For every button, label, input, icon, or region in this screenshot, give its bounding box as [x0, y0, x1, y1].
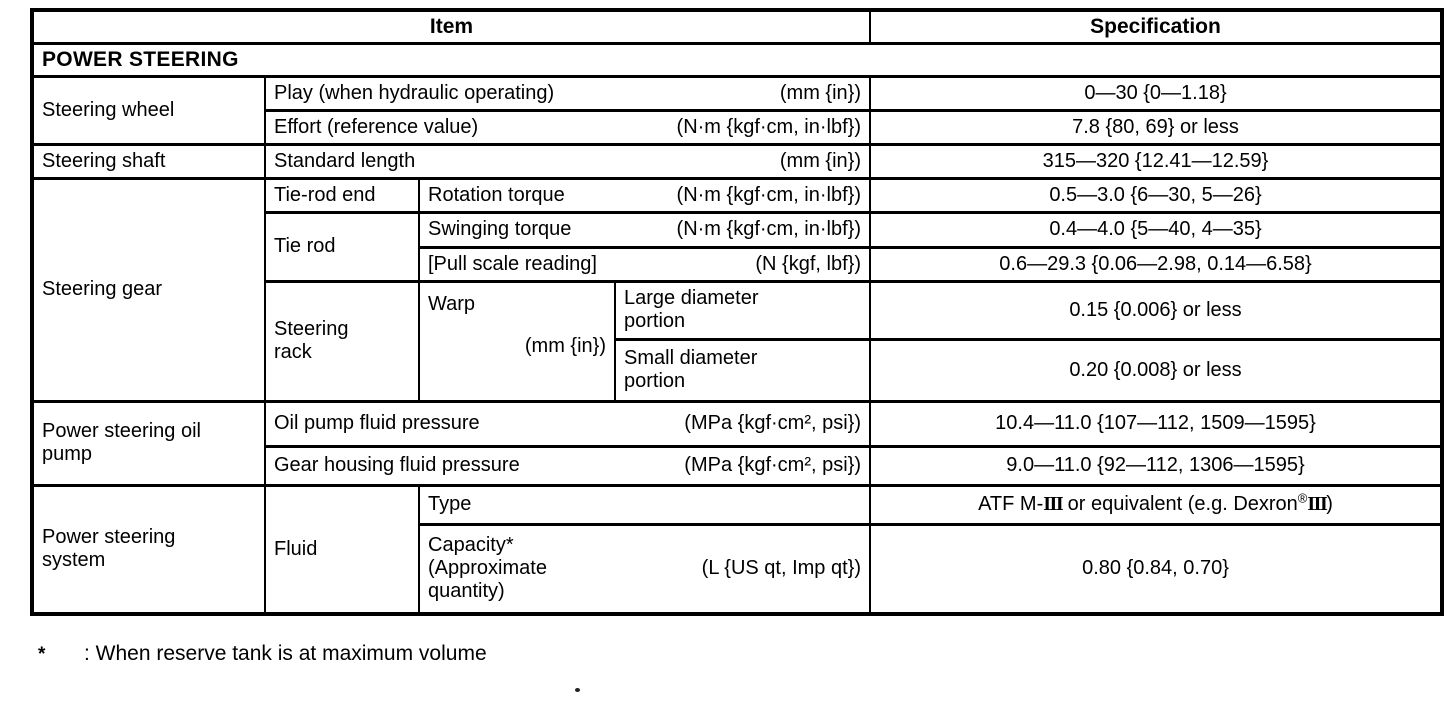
unit-pull-scale-reading: (N {kgf, lbf}) [755, 252, 861, 275]
item-cell-gear-housing-fluid-pressure: Gear housing fluid pressure (MPa {kgf·cm… [264, 444, 871, 487]
unit-standard-length: (mm {in}) [779, 149, 861, 172]
spec-value-standard-length: 315—320 {12.41—12.59} [869, 142, 1443, 180]
item-cell-fluid-capacity: Capacity* (Approximate quantity) (L {US … [418, 522, 871, 616]
unit-warp: (mm {in}) [524, 335, 606, 358]
item-label-fluid-type: Type [418, 483, 871, 526]
fluid-type-roman-numeral: III [1307, 493, 1327, 515]
item-label-large-diameter-portion: Large diameter portion [614, 279, 871, 341]
unit-rotation-torque: (N·m {kgf·cm, in·lbf}) [676, 183, 861, 206]
item-cell-swinging-torque: Swinging torque (N·m {kgf·cm, in·lbf}) [418, 210, 871, 249]
spec-value-play: 0—30 {0—1.18} [869, 74, 1443, 112]
item-cell-pull-scale-reading: [Pull scale reading] (N {kgf, lbf}) [418, 245, 871, 283]
spec-value-rotation-torque: 0.5—3.0 {6—30, 5—26} [869, 176, 1443, 214]
item-label-pull-scale-reading: [Pull scale reading] [428, 252, 597, 275]
row-label-power-steering-oil-pump: Power steering oil pump [31, 399, 266, 487]
item-cell-effort: Effort (reference value) (N·m {kgf·cm, i… [264, 108, 871, 146]
item-label-warp: Warp [428, 292, 476, 315]
item-cell-play: Play (when hydraulic operating) (mm {in}… [264, 74, 871, 112]
spec-value-warp-large: 0.15 {0.006} or less [869, 279, 1443, 341]
section-title-power-steering: POWER STEERING [31, 41, 1443, 78]
item-label-small-diameter-portion: Small diameter portion [614, 337, 871, 403]
footnote-asterisk: * [38, 644, 46, 665]
row-label-power-steering-system: Power steering system [31, 483, 266, 616]
item-cell-rotation-torque: Rotation torque (N·m {kgf·cm, in·lbf}) [418, 176, 871, 214]
spec-value-warp-small: 0.20 {0.008} or less [869, 337, 1443, 403]
unit-play: (mm {in}) [779, 81, 861, 104]
fluid-type-roman-numeral: III [1043, 493, 1063, 515]
spec-value-fluid-type: ATF M-III or equivalent (e.g. Dexron®III… [869, 483, 1443, 526]
sub-label-tie-rod-end: Tie-rod end [264, 176, 420, 214]
column-header-item: Item [31, 8, 871, 45]
footnote-text: : When reserve tank is at maximum volume [84, 642, 487, 665]
sub-label-tie-rod: Tie rod [264, 210, 420, 283]
row-label-steering-shaft: Steering shaft [31, 142, 266, 180]
item-cell-standard-length: Standard length (mm {in}) [264, 142, 871, 180]
item-label-swinging-torque: Swinging torque [428, 218, 572, 240]
fluid-type-text: or equivalent (e.g. Dexron [1062, 493, 1298, 515]
spec-value-gear-housing-fluid-pressure: 9.0—11.0 {92—112, 1306—1595} [869, 444, 1443, 487]
unit-oil-pump-fluid-pressure: (MPa {kgf·cm², psi}) [684, 412, 861, 434]
spec-value-effort: 7.8 {80, 69} or less [869, 108, 1443, 146]
item-label-standard-length: Standard length [274, 149, 416, 172]
spec-value-oil-pump-fluid-pressure: 10.4—11.0 {107—112, 1509—1595} [869, 399, 1443, 448]
item-cell-warp: Warp (mm {in}) [418, 279, 616, 403]
unit-effort: (N·m {kgf·cm, in·lbf}) [676, 115, 861, 138]
item-label-gear-housing-fluid-pressure: Gear housing fluid pressure [274, 454, 520, 476]
footnote: * : When reserve tank is at maximum volu… [38, 642, 487, 666]
unit-fluid-capacity: (L {US qt, Imp qt}) [701, 557, 861, 580]
spec-value-pull-scale-reading: 0.6—29.3 {0.06—2.98, 0.14—6.58} [869, 245, 1443, 283]
item-label-effort: Effort (reference value) [274, 115, 479, 138]
sub-label-steering-rack: Steering rack [264, 279, 420, 403]
fluid-type-text: ) [1326, 493, 1333, 515]
row-label-steering-wheel: Steering wheel [31, 74, 266, 146]
unit-gear-housing-fluid-pressure: (MPa {kgf·cm², psi}) [684, 454, 861, 476]
item-label-fluid-capacity: Capacity* (Approximate quantity) [428, 534, 547, 603]
sub-label-fluid: Fluid [264, 483, 420, 616]
unit-swinging-torque: (N·m {kgf·cm, in·lbf}) [676, 218, 861, 240]
row-label-steering-gear: Steering gear [31, 176, 266, 403]
item-label-oil-pump-fluid-pressure: Oil pump fluid pressure [274, 412, 480, 434]
specifications-table: Item Specification POWER STEERING Steeri… [30, 8, 1444, 616]
item-label-play: Play (when hydraulic operating) [274, 81, 555, 104]
registered-trademark-symbol: ® [1297, 490, 1308, 506]
scan-artifact-dot [575, 688, 580, 692]
item-cell-oil-pump-fluid-pressure: Oil pump fluid pressure (MPa {kgf·cm², p… [264, 399, 871, 448]
column-header-specification: Specification [869, 8, 1443, 45]
spec-value-swinging-torque: 0.4—4.0 {5—40, 4—35} [869, 210, 1443, 249]
item-label-rotation-torque: Rotation torque [428, 183, 565, 206]
fluid-type-text: ATF M- [978, 493, 1044, 515]
spec-value-fluid-capacity: 0.80 {0.84, 0.70} [869, 522, 1443, 616]
